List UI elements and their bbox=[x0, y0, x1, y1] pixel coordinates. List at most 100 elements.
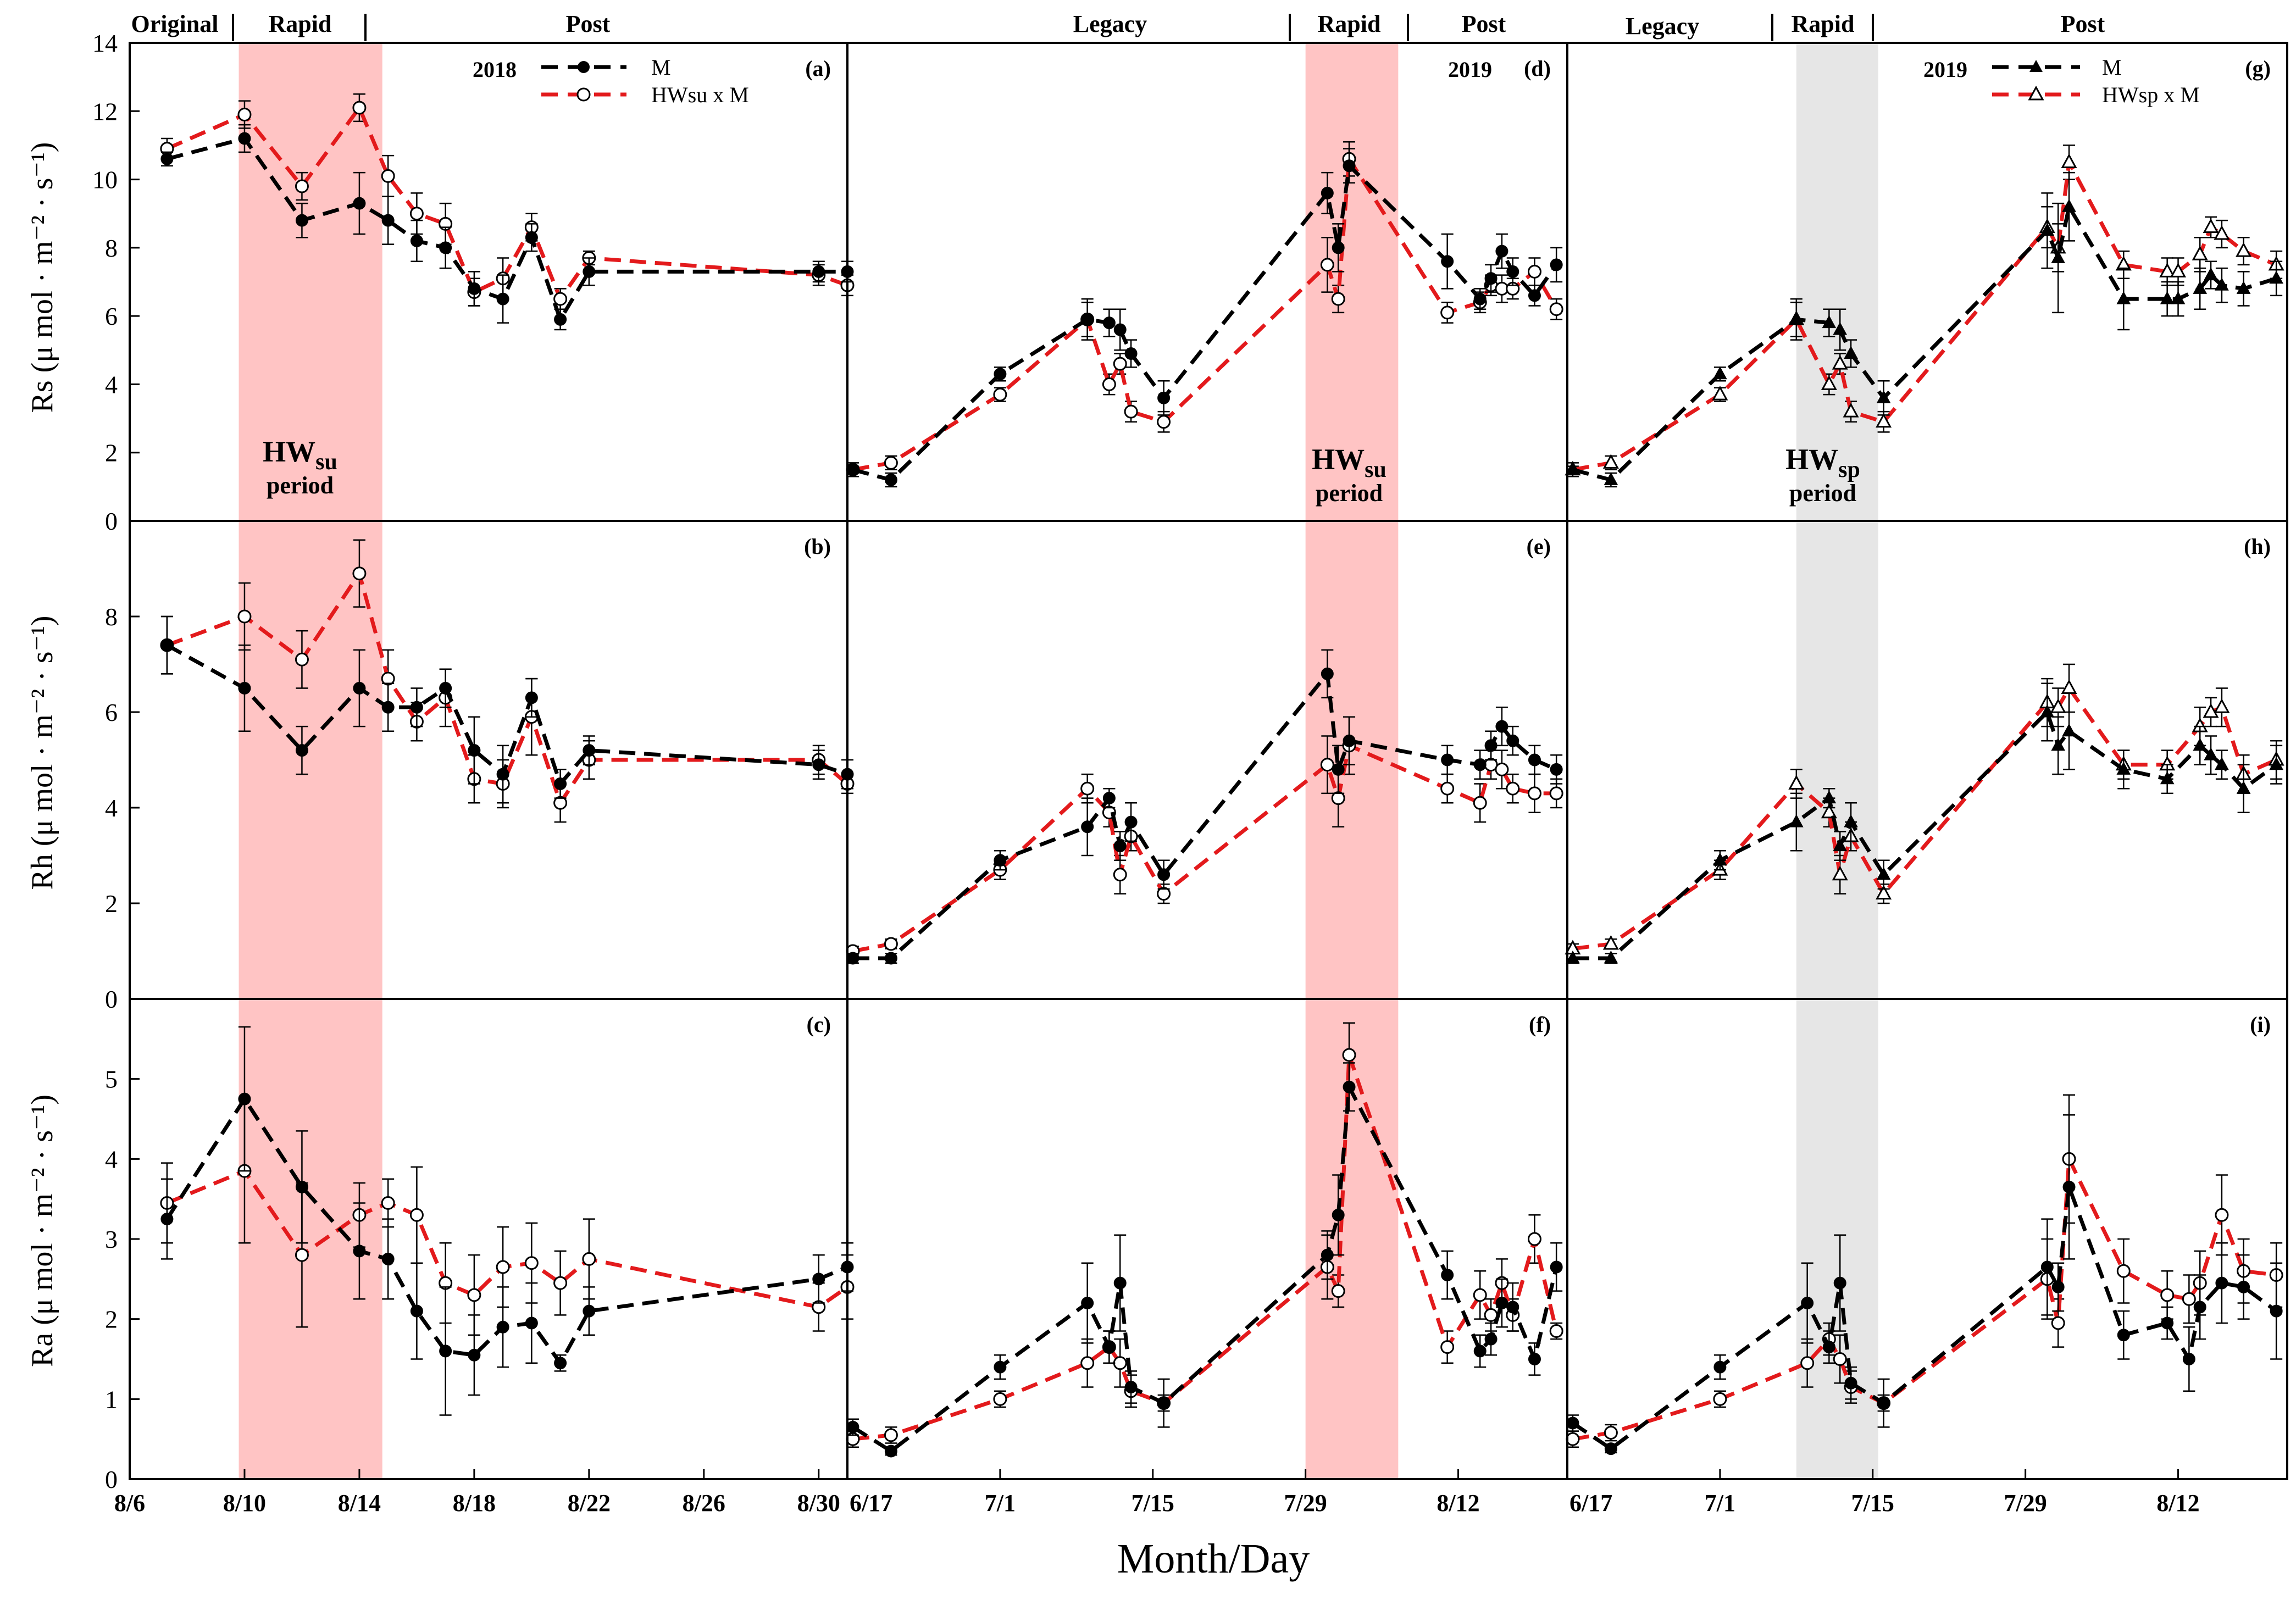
data-point-hw bbox=[553, 1276, 568, 1290]
data-point-m bbox=[1321, 186, 1334, 199]
data-point-hw bbox=[1527, 786, 1541, 801]
panel-b bbox=[160, 539, 855, 823]
data-point-m bbox=[1566, 462, 1580, 475]
data-point-m bbox=[583, 1304, 596, 1318]
data-point-m bbox=[410, 701, 423, 714]
data-point-m bbox=[1713, 366, 1727, 380]
data-point-m bbox=[1566, 1416, 1579, 1430]
series-line-m bbox=[166, 643, 848, 786]
data-point-hw bbox=[2203, 703, 2219, 718]
data-point-hw bbox=[1080, 1356, 1095, 1370]
data-point-hw bbox=[2051, 1316, 2065, 1330]
data-point-m bbox=[1332, 1208, 1345, 1221]
data-point-m bbox=[525, 1316, 538, 1330]
panel-label: (i) bbox=[2250, 1012, 2271, 1037]
data-point-m bbox=[2193, 737, 2208, 751]
data-point-hw bbox=[1473, 1288, 1487, 1302]
series-line-m bbox=[167, 136, 847, 321]
x-tick-label: 8/14 bbox=[338, 1490, 381, 1516]
data-point-m bbox=[583, 744, 596, 757]
data-point-m bbox=[2160, 771, 2175, 785]
data-point-hw bbox=[1832, 355, 1848, 370]
data-point-m bbox=[2051, 1280, 2065, 1293]
x-tick-label: 7/29 bbox=[2004, 1490, 2047, 1516]
y-tick-label: 4 bbox=[105, 1145, 118, 1173]
data-point-m bbox=[295, 214, 308, 227]
data-point-m bbox=[1441, 255, 1454, 268]
hw-su-main: HW bbox=[1312, 443, 1365, 476]
data-point-hw bbox=[1527, 264, 1541, 279]
data-point-m bbox=[2215, 1276, 2228, 1290]
panel-frames bbox=[129, 42, 2288, 1480]
data-point-m bbox=[439, 1345, 452, 1358]
data-point-hw bbox=[993, 387, 1007, 402]
y-tick-label: 5 bbox=[105, 1065, 118, 1093]
y-axis-label-rh: Rh (μ mol · m⁻² · s⁻¹) bbox=[25, 615, 59, 890]
data-point-hw bbox=[2214, 698, 2230, 713]
data-point-hw bbox=[409, 207, 424, 221]
data-point-m bbox=[1713, 1360, 1727, 1374]
x-tick-label: 7/15 bbox=[1132, 1490, 1174, 1516]
data-point-m bbox=[1566, 951, 1580, 964]
data-point-hw bbox=[1713, 1392, 1727, 1406]
legend-label-m: M bbox=[651, 55, 671, 80]
data-point-m bbox=[2062, 723, 2076, 737]
data-point-hw bbox=[2236, 242, 2252, 257]
data-point-m bbox=[295, 1180, 308, 1193]
data-point-m bbox=[1833, 321, 1848, 335]
data-point-m bbox=[1550, 1260, 1563, 1274]
data-point-m bbox=[1157, 1397, 1171, 1410]
data-point-m bbox=[2193, 281, 2208, 294]
hw-su-main: HW bbox=[263, 435, 315, 468]
data-point-m bbox=[238, 682, 251, 695]
data-point-hw bbox=[381, 1196, 395, 1210]
data-point-m bbox=[1124, 1380, 1138, 1393]
data-point-m bbox=[2236, 281, 2251, 294]
phase-label-post-col1: Post bbox=[566, 10, 611, 37]
data-point-hw bbox=[1876, 885, 1892, 900]
data-point-hw bbox=[1320, 258, 1334, 272]
data-point-hw bbox=[1102, 377, 1116, 391]
data-point-hw bbox=[884, 455, 898, 470]
data-point-m bbox=[2040, 704, 2055, 718]
panel-g bbox=[1565, 145, 2284, 488]
hw-su-label-col1: HWsu bbox=[263, 435, 337, 475]
data-point-m bbox=[2204, 267, 2218, 281]
x-tick-label: 8/6 bbox=[114, 1490, 145, 1516]
data-point-hw bbox=[1495, 762, 1509, 776]
panel-label: (e) bbox=[1527, 534, 1551, 559]
hw-sp-main: HW bbox=[1785, 443, 1838, 476]
data-point-m bbox=[353, 1245, 366, 1258]
data-point-m bbox=[2215, 277, 2229, 291]
y-tick-label: 6 bbox=[105, 302, 118, 330]
data-point-m bbox=[884, 1445, 897, 1458]
data-point-m bbox=[2193, 1301, 2206, 1314]
legend-label-hwsp: HWsp x M bbox=[2102, 82, 2200, 107]
x-tick-label: 8/12 bbox=[1437, 1490, 1479, 1516]
series-line-m bbox=[852, 1085, 1559, 1453]
data-point-m bbox=[410, 234, 423, 247]
data-point-hw bbox=[1549, 1324, 1563, 1338]
x-axis-label: Month/Day bbox=[1117, 1536, 1310, 1582]
legend-year: 2018 bbox=[473, 57, 517, 82]
panel-e bbox=[846, 649, 1563, 965]
data-point-hw bbox=[1712, 385, 1728, 401]
panel-a bbox=[160, 93, 855, 331]
data-point-m bbox=[994, 854, 1007, 867]
data-point-hw bbox=[2192, 246, 2208, 260]
data-point-m bbox=[238, 1092, 251, 1105]
data-point-m bbox=[1484, 739, 1498, 752]
panel-label: (d) bbox=[1524, 56, 1551, 81]
data-point-m bbox=[1833, 1276, 1846, 1290]
legend-label-hwsu: HWsu x M bbox=[651, 82, 749, 107]
data-point-hw bbox=[2182, 1292, 2196, 1306]
data-point-m bbox=[1473, 292, 1487, 305]
data-point-hw bbox=[1821, 803, 1837, 819]
legend-marker-hwsu bbox=[576, 87, 591, 102]
data-point-hw bbox=[1440, 781, 1455, 796]
phase-label-legacy-col3: Legacy bbox=[1626, 13, 1699, 40]
x-tick-label: 7/15 bbox=[1851, 1490, 1894, 1516]
phase-label-original: Original bbox=[131, 10, 219, 37]
data-point-m bbox=[1102, 316, 1116, 330]
data-point-m bbox=[1484, 1332, 1498, 1346]
